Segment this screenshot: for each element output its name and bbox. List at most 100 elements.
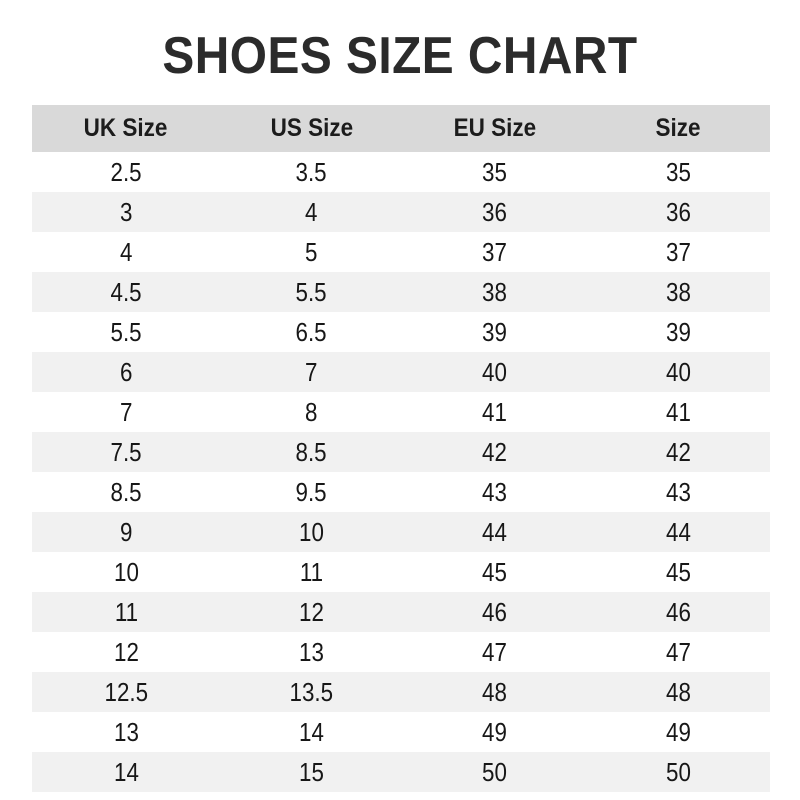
column-header-us-size-label: US Size — [270, 114, 353, 142]
table-row: 14 15 50 50 — [32, 752, 770, 792]
cell-eu-size: 47 — [403, 632, 586, 672]
cell-value: 6 — [119, 357, 133, 387]
cell-us-size: 13.5 — [220, 672, 403, 712]
table-row: 10 11 45 45 — [32, 552, 770, 592]
cell-value: 35 — [665, 157, 691, 187]
cell-us-size: 11 — [220, 552, 403, 592]
table-row: 7 8 41 41 — [32, 392, 770, 432]
cell-value: 42 — [665, 437, 691, 467]
cell-value: 13.5 — [289, 677, 334, 707]
cell-value: 48 — [482, 677, 507, 707]
cell-value: 35 — [482, 157, 507, 187]
cell-uk-size: 4 — [32, 232, 220, 272]
cell-us-size: 9.5 — [220, 472, 403, 512]
table-row: 9 10 44 44 — [32, 512, 770, 552]
cell-value: 3 — [119, 197, 133, 227]
cell-uk-size: 9 — [32, 512, 220, 552]
cell-us-size: 10 — [220, 512, 403, 552]
cell-size: 42 — [586, 432, 770, 472]
table-row: 8.5 9.5 43 43 — [32, 472, 770, 512]
cell-value: 13 — [299, 637, 324, 667]
cell-value: 11 — [299, 557, 324, 587]
cell-value: 6.5 — [295, 317, 328, 347]
cell-value: 7 — [119, 397, 133, 427]
cell-uk-size: 7.5 — [32, 432, 220, 472]
cell-value: 39 — [482, 317, 507, 347]
cell-size: 48 — [586, 672, 770, 712]
column-header-eu-size-label: EU Size — [453, 114, 536, 142]
cell-uk-size: 12.5 — [32, 672, 220, 712]
cell-us-size: 13 — [220, 632, 403, 672]
cell-size: 50 — [586, 752, 770, 792]
cell-us-size: 4 — [220, 192, 403, 232]
cell-uk-size: 3 — [32, 192, 220, 232]
size-chart-table-wrapper: UK Size US Size EU Size Size 2.5 3.5 35 35 3… — [32, 105, 770, 792]
cell-eu-size: 44 — [403, 512, 586, 552]
cell-value: 50 — [665, 757, 691, 787]
cell-value: 43 — [482, 477, 507, 507]
column-header-uk-size: UK Size — [32, 105, 220, 152]
cell-value: 45 — [665, 557, 691, 587]
cell-value: 4 — [119, 237, 133, 267]
cell-value: 8.5 — [295, 437, 328, 467]
table-row: 12 13 47 47 — [32, 632, 770, 672]
column-header-size: Size — [586, 105, 770, 152]
cell-value: 48 — [665, 677, 691, 707]
cell-eu-size: 50 — [403, 752, 586, 792]
cell-value: 46 — [482, 597, 507, 627]
cell-uk-size: 8.5 — [32, 472, 220, 512]
column-header-us-size: US Size — [220, 105, 403, 152]
cell-value: 7 — [305, 357, 318, 387]
cell-uk-size: 11 — [32, 592, 220, 632]
table-row: 4 5 37 37 — [32, 232, 770, 272]
cell-size: 41 — [586, 392, 770, 432]
cell-value: 38 — [665, 277, 691, 307]
cell-value: 8 — [305, 397, 318, 427]
cell-value: 15 — [299, 757, 324, 787]
cell-value: 13 — [113, 717, 139, 747]
cell-us-size: 15 — [220, 752, 403, 792]
cell-uk-size: 12 — [32, 632, 220, 672]
cell-value: 41 — [482, 397, 507, 427]
cell-uk-size: 10 — [32, 552, 220, 592]
table-body: 2.5 3.5 35 35 3 4 36 36 4 5 37 37 4.5 5.5 38 38 5.5 6.5 39… — [32, 152, 770, 792]
cell-size: 38 — [586, 272, 770, 312]
cell-eu-size: 48 — [403, 672, 586, 712]
cell-us-size: 8 — [220, 392, 403, 432]
cell-value: 14 — [299, 717, 324, 747]
size-chart-table: UK Size US Size EU Size Size 2.5 3.5 35 35 3… — [32, 105, 770, 792]
cell-value: 12.5 — [104, 677, 148, 707]
cell-eu-size: 41 — [403, 392, 586, 432]
cell-value: 47 — [482, 637, 507, 667]
table-row: 6 7 40 40 — [32, 352, 770, 392]
table-row: 5.5 6.5 39 39 — [32, 312, 770, 352]
cell-value: 41 — [665, 397, 691, 427]
cell-us-size: 14 — [220, 712, 403, 752]
cell-us-size: 3.5 — [220, 152, 403, 192]
cell-eu-size: 49 — [403, 712, 586, 752]
cell-value: 47 — [665, 637, 691, 667]
cell-size: 49 — [586, 712, 770, 752]
cell-value: 36 — [482, 197, 507, 227]
cell-value: 2.5 — [110, 157, 142, 187]
table-row: 3 4 36 36 — [32, 192, 770, 232]
cell-size: 44 — [586, 512, 770, 552]
cell-value: 37 — [482, 237, 507, 267]
column-header-eu-size: EU Size — [403, 105, 586, 152]
column-header-size-label: Size — [655, 114, 701, 142]
cell-value: 49 — [482, 717, 507, 747]
cell-value: 45 — [482, 557, 507, 587]
cell-uk-size: 7 — [32, 392, 220, 432]
column-header-uk-size-label: UK Size — [84, 114, 168, 142]
cell-eu-size: 35 — [403, 152, 586, 192]
cell-size: 35 — [586, 152, 770, 192]
table-row: 11 12 46 46 — [32, 592, 770, 632]
page-title: SHOES SIZE CHART — [162, 27, 638, 85]
table-row: 4.5 5.5 38 38 — [32, 272, 770, 312]
cell-us-size: 12 — [220, 592, 403, 632]
cell-uk-size: 4.5 — [32, 272, 220, 312]
cell-value: 7.5 — [110, 437, 142, 467]
cell-uk-size: 2.5 — [32, 152, 220, 192]
cell-value: 40 — [482, 357, 507, 387]
